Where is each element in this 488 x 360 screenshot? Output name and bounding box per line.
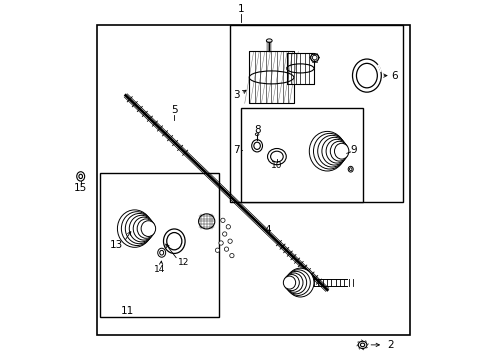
Ellipse shape: [77, 172, 84, 181]
Ellipse shape: [158, 248, 165, 257]
Text: 5: 5: [171, 105, 177, 115]
Ellipse shape: [358, 341, 366, 348]
Ellipse shape: [349, 168, 351, 171]
Ellipse shape: [117, 210, 152, 247]
Ellipse shape: [220, 218, 224, 222]
Bar: [249, 51, 293, 103]
Ellipse shape: [227, 239, 232, 243]
Ellipse shape: [283, 276, 295, 289]
Ellipse shape: [166, 233, 182, 250]
Bar: [241, 108, 363, 202]
Text: 4: 4: [264, 225, 271, 235]
Ellipse shape: [137, 219, 155, 238]
Ellipse shape: [129, 215, 154, 242]
Ellipse shape: [255, 133, 258, 135]
Ellipse shape: [329, 141, 347, 161]
Bar: [97, 25, 409, 335]
Ellipse shape: [125, 213, 153, 244]
Ellipse shape: [285, 270, 310, 296]
Ellipse shape: [141, 221, 155, 237]
Ellipse shape: [347, 166, 352, 172]
Ellipse shape: [251, 140, 262, 152]
Ellipse shape: [219, 241, 223, 245]
Text: 2: 2: [386, 340, 393, 350]
Ellipse shape: [163, 229, 185, 253]
Ellipse shape: [284, 275, 299, 291]
Ellipse shape: [224, 247, 228, 251]
Ellipse shape: [229, 253, 234, 258]
Ellipse shape: [325, 139, 347, 163]
Text: 11: 11: [121, 306, 134, 316]
Ellipse shape: [356, 63, 377, 88]
Ellipse shape: [317, 135, 346, 167]
Text: 12: 12: [177, 258, 188, 267]
Ellipse shape: [313, 134, 345, 169]
Text: 15: 15: [74, 183, 87, 193]
Bar: [101, 173, 219, 317]
Ellipse shape: [309, 131, 345, 171]
Ellipse shape: [266, 39, 272, 42]
Text: 6: 6: [390, 71, 397, 81]
Ellipse shape: [215, 248, 219, 252]
Ellipse shape: [310, 54, 318, 62]
Ellipse shape: [284, 273, 303, 292]
Ellipse shape: [334, 143, 348, 159]
Text: 3: 3: [233, 90, 240, 100]
Ellipse shape: [312, 55, 316, 60]
Ellipse shape: [360, 343, 364, 347]
Ellipse shape: [121, 212, 152, 246]
Text: 7: 7: [232, 145, 239, 156]
Ellipse shape: [198, 214, 214, 229]
Ellipse shape: [270, 151, 283, 162]
Text: 1: 1: [237, 4, 244, 14]
Ellipse shape: [160, 251, 163, 255]
Ellipse shape: [267, 149, 285, 165]
Ellipse shape: [352, 59, 381, 92]
Bar: [286, 53, 313, 84]
Text: 10: 10: [270, 161, 282, 170]
Ellipse shape: [286, 268, 313, 297]
Text: 8: 8: [253, 125, 260, 135]
Ellipse shape: [222, 232, 226, 236]
Ellipse shape: [321, 138, 346, 165]
Text: 14: 14: [153, 265, 164, 274]
Ellipse shape: [79, 174, 82, 179]
Bar: [230, 25, 402, 202]
Ellipse shape: [225, 225, 230, 229]
Ellipse shape: [285, 271, 306, 294]
Ellipse shape: [133, 217, 154, 240]
Text: 13: 13: [109, 240, 122, 250]
Text: 9: 9: [350, 145, 357, 156]
Ellipse shape: [253, 142, 260, 149]
